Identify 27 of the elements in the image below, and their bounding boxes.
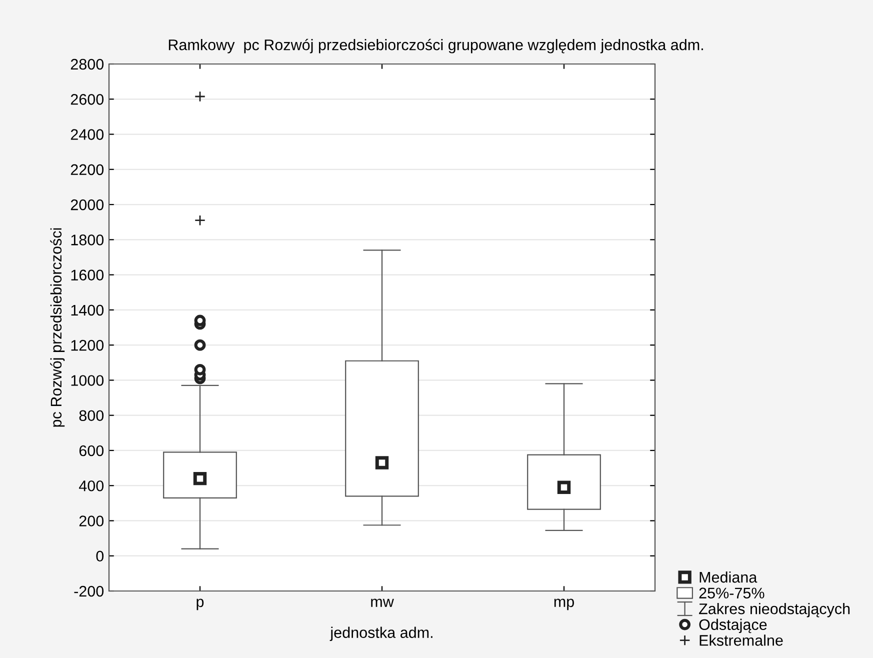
legend-label: 25%-75% — [699, 588, 764, 598]
y-tick-label: 600 — [79, 445, 104, 456]
y-tick-label: 2600 — [70, 94, 104, 105]
y-tick-label: 1800 — [71, 234, 104, 246]
y-tick-label: 2400 — [70, 129, 104, 140]
y-tick-label: 1000 — [71, 375, 104, 386]
y-tick-label: 400 — [79, 480, 104, 492]
text: Odstające — [699, 618, 767, 634]
y-tick-label: 2200 — [70, 164, 104, 176]
y-tick-label: 1400 — [71, 304, 104, 316]
chart-title: Ramkowy pc Rozwój przedsiebiorczości grupowane względem jednostka adm. — [168, 38, 703, 54]
y-axis-title: pc Rozwój przedsiebiorczości — [50, 228, 65, 427]
y-tick-label: 2800 — [70, 58, 104, 70]
x-tick-label: p — [196, 598, 204, 610]
legend-label: Ekstremalne — [700, 634, 783, 646]
y-tick-label: 2000 — [70, 199, 104, 210]
x-tick-label: mp — [554, 598, 574, 610]
text: Mediana — [700, 571, 758, 583]
y-tick-label: 1600 — [71, 270, 104, 280]
x-tick-label: mw — [371, 598, 394, 607]
x-axis-title: jednostka adm. — [330, 626, 432, 642]
y-tick-label: 800 — [79, 410, 104, 422]
y-tick-label: 0 — [96, 550, 104, 562]
y-tick-label: 200 — [79, 516, 104, 526]
text: Zakres nieodstających — [699, 603, 850, 618]
y-tick-label: -200 — [74, 586, 104, 597]
y-tick-label: 1200 — [71, 340, 104, 351]
